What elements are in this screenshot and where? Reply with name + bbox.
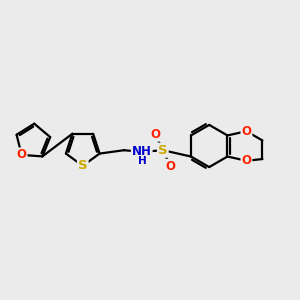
Text: S: S <box>158 144 168 157</box>
Text: O: O <box>150 128 160 141</box>
Text: S: S <box>78 159 88 172</box>
Text: NH: NH <box>132 146 152 158</box>
Text: O: O <box>16 148 27 161</box>
Text: O: O <box>242 125 251 138</box>
Text: O: O <box>242 154 251 167</box>
Text: H: H <box>138 156 147 166</box>
Text: O: O <box>165 160 176 173</box>
